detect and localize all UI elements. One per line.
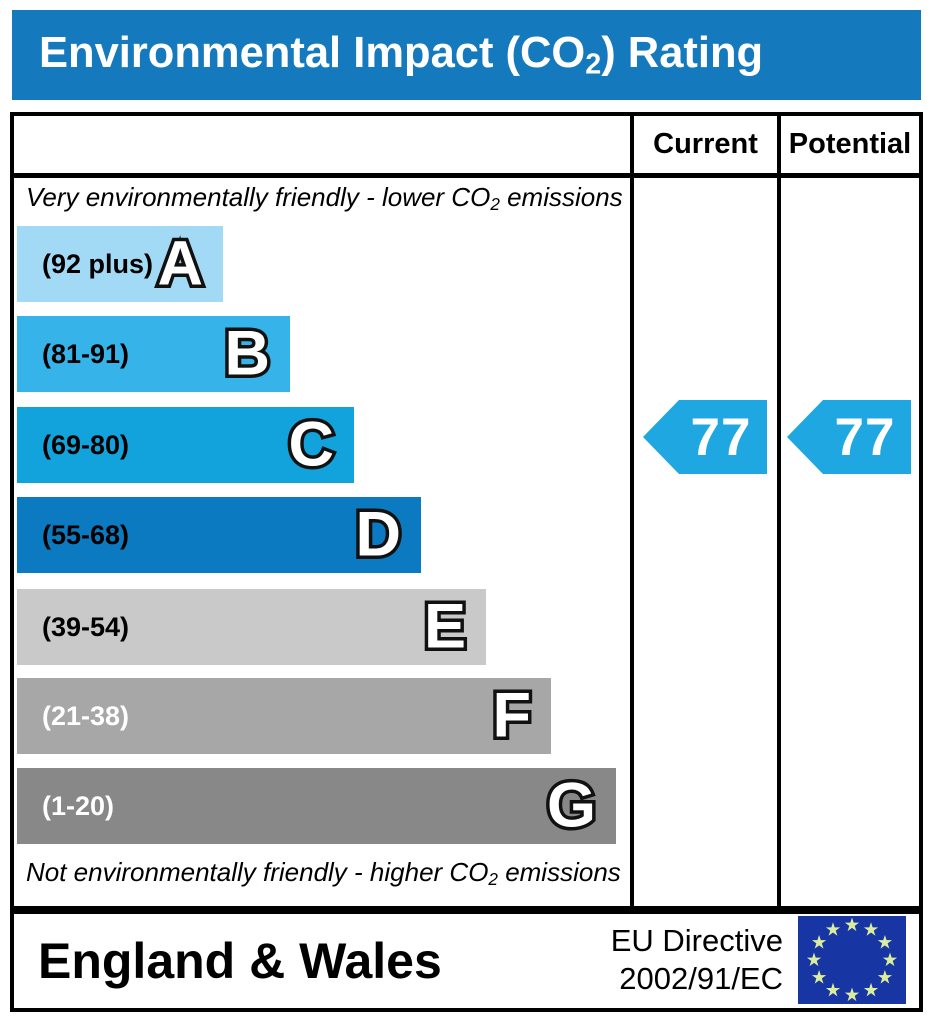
band-a-letter: A [154, 228, 206, 299]
band-c-range: (69-80) [42, 429, 130, 460]
column-header-current: Current [653, 128, 758, 160]
eu-flag [798, 916, 906, 1004]
rating-chart: Current Potential Very environmentally f… [10, 112, 923, 910]
eu-directive-label: EU Directive 2002/91/EC [610, 923, 783, 996]
current-rating-value: 77 [690, 407, 752, 467]
potential-rating-arrow: 77 [787, 400, 911, 474]
band-a-range: (92 plus) [42, 248, 154, 279]
title-bar: Environmental Impact (CO2) Rating [12, 10, 921, 100]
band-f: (21-38) F [17, 678, 551, 754]
title-subscript: 2 [585, 48, 602, 81]
band-b-letter: B [221, 318, 273, 389]
band-g-letter: G [543, 770, 599, 841]
column-divider-potential [777, 116, 781, 906]
bottom-note: Not environmentally friendly - higher CO… [26, 857, 621, 889]
footer: England & Wales EU Directive 2002/91/EC [10, 910, 923, 1012]
band-e-letter: E [420, 591, 469, 662]
band-f-range: (21-38) [42, 700, 130, 731]
band-g: (1-20) G [17, 768, 616, 844]
potential-rating-value: 77 [834, 407, 896, 467]
band-d-letter: D [352, 499, 404, 570]
band-e-range: (39-54) [42, 611, 130, 642]
header-divider [14, 173, 919, 178]
region-label: England & Wales [38, 933, 442, 989]
band-b: (81-91) B [17, 316, 290, 392]
band-d: (55-68) D [17, 497, 421, 573]
band-c-letter: C [285, 409, 337, 480]
band-a: (92 plus) A [17, 226, 223, 302]
current-rating-arrow: 77 [643, 400, 767, 474]
column-header-potential: Potential [788, 128, 912, 160]
column-divider-current [630, 116, 634, 906]
top-note: Very environmentally friendly - lower CO… [26, 182, 623, 214]
band-g-range: (1-20) [42, 790, 115, 821]
band-b-range: (81-91) [42, 338, 130, 369]
page-title: Environmental Impact (CO2) Rating [39, 28, 764, 81]
band-e: (39-54) E [17, 589, 486, 665]
band-f-letter: F [489, 680, 535, 751]
band-c: (69-80) C [17, 407, 354, 483]
band-d-range: (55-68) [42, 519, 130, 550]
